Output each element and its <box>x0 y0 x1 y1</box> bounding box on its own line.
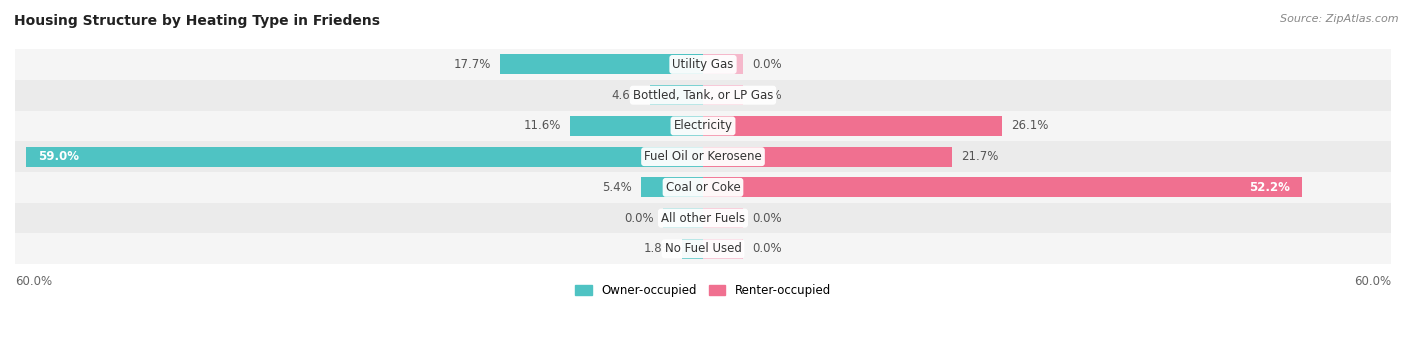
Text: Electricity: Electricity <box>673 119 733 132</box>
Text: 1.8%: 1.8% <box>644 242 673 255</box>
Bar <box>641 177 703 197</box>
Text: Bottled, Tank, or LP Gas: Bottled, Tank, or LP Gas <box>633 89 773 102</box>
Text: 0.0%: 0.0% <box>752 58 782 71</box>
Text: Coal or Coke: Coal or Coke <box>665 181 741 194</box>
Bar <box>703 208 744 228</box>
Text: 17.7%: 17.7% <box>454 58 491 71</box>
Bar <box>15 141 1391 172</box>
Bar <box>662 208 703 228</box>
Text: 0.0%: 0.0% <box>624 212 654 225</box>
Bar <box>703 239 744 259</box>
Bar <box>27 147 703 167</box>
Text: Utility Gas: Utility Gas <box>672 58 734 71</box>
Bar <box>703 116 1002 136</box>
Text: 0.0%: 0.0% <box>752 89 782 102</box>
Text: Housing Structure by Heating Type in Friedens: Housing Structure by Heating Type in Fri… <box>14 14 380 28</box>
Text: 21.7%: 21.7% <box>960 150 998 163</box>
Legend: Owner-occupied, Renter-occupied: Owner-occupied, Renter-occupied <box>575 284 831 297</box>
Bar <box>15 110 1391 141</box>
Bar <box>15 234 1391 264</box>
Text: No Fuel Used: No Fuel Used <box>665 242 741 255</box>
Bar <box>15 80 1391 110</box>
Bar <box>15 172 1391 203</box>
Bar <box>703 85 744 105</box>
Text: 60.0%: 60.0% <box>15 275 52 288</box>
Text: 4.6%: 4.6% <box>612 89 641 102</box>
Text: 60.0%: 60.0% <box>1354 275 1391 288</box>
Text: All other Fuels: All other Fuels <box>661 212 745 225</box>
Text: 59.0%: 59.0% <box>38 150 79 163</box>
Text: 52.2%: 52.2% <box>1249 181 1291 194</box>
Bar <box>682 239 703 259</box>
Bar <box>650 85 703 105</box>
Bar <box>569 116 703 136</box>
Text: 0.0%: 0.0% <box>752 242 782 255</box>
Bar <box>501 55 703 74</box>
Text: 5.4%: 5.4% <box>602 181 631 194</box>
Text: 11.6%: 11.6% <box>523 119 561 132</box>
Bar <box>703 147 952 167</box>
Text: 0.0%: 0.0% <box>752 212 782 225</box>
Text: Fuel Oil or Kerosene: Fuel Oil or Kerosene <box>644 150 762 163</box>
Text: 26.1%: 26.1% <box>1011 119 1049 132</box>
Bar <box>703 177 1302 197</box>
Bar <box>703 55 744 74</box>
Text: Source: ZipAtlas.com: Source: ZipAtlas.com <box>1281 14 1399 24</box>
Bar <box>15 49 1391 80</box>
Bar <box>15 203 1391 234</box>
